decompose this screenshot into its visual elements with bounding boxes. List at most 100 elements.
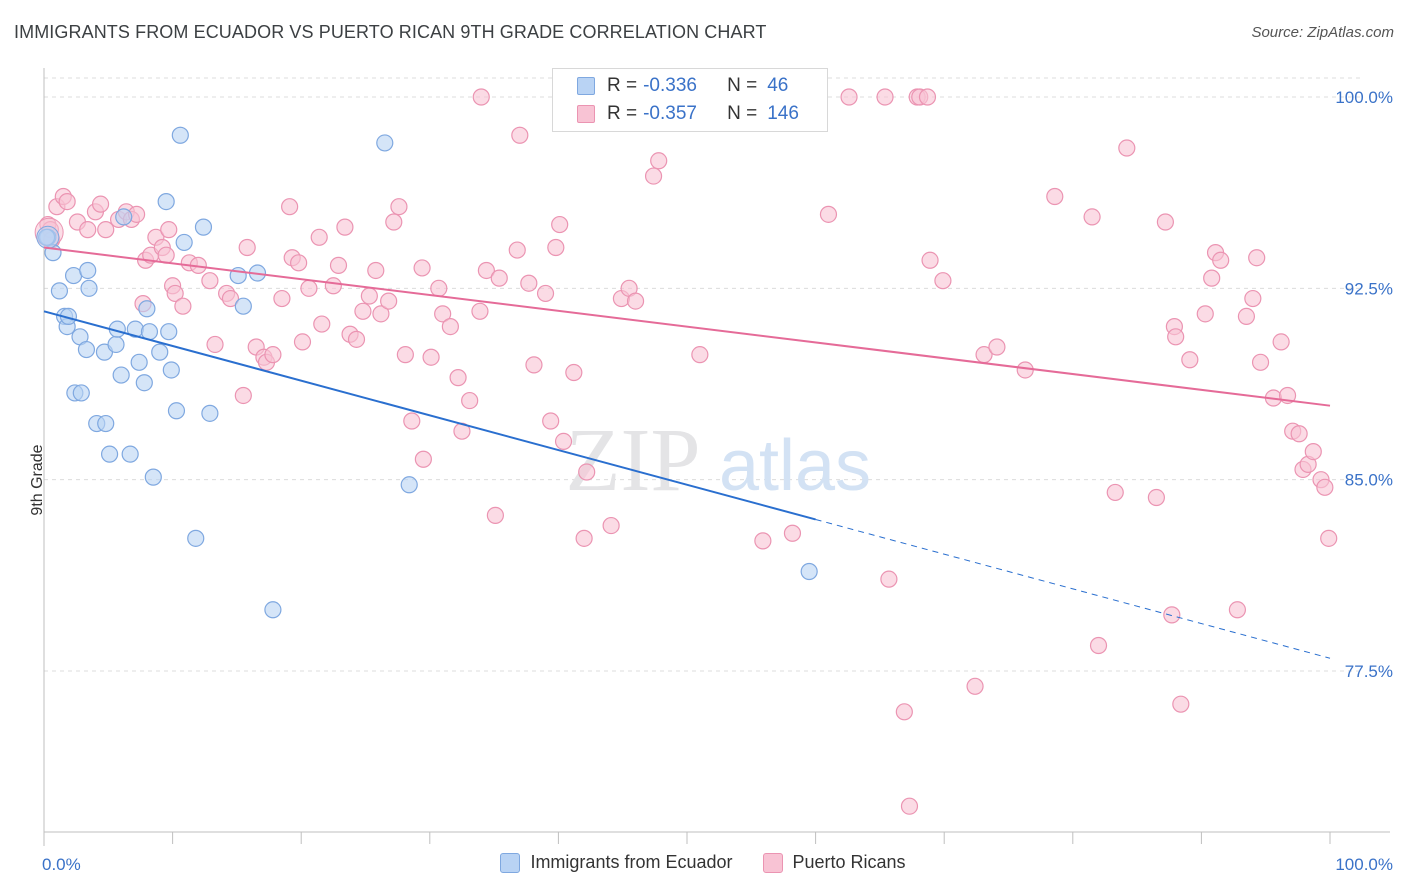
- source-label: Source: ZipAtlas.com: [1251, 24, 1394, 41]
- tick-label-layer: 100.0% 92.5% 85.0% 77.5% 0.0% 100.0%: [42, 88, 1393, 874]
- data-point-puerto-ricans: [461, 391, 479, 410]
- data-point-ecuador: [167, 402, 186, 420]
- data-point-puerto-ricans: [390, 198, 408, 216]
- data-point-ecuador: [800, 562, 818, 581]
- data-point-puerto-ricans: [234, 386, 252, 405]
- data-point-puerto-ricans: [360, 287, 378, 305]
- data-point-puerto-ricans: [578, 463, 596, 481]
- r-label: R =: [607, 103, 638, 124]
- data-point-puerto-ricans: [520, 274, 538, 292]
- data-point-puerto-ricans: [238, 238, 256, 257]
- data-point-ecuador: [138, 300, 156, 318]
- data-point-ecuador: [160, 323, 178, 341]
- y-tick-label: 77.5%: [1345, 662, 1393, 681]
- data-point-puerto-ricans: [372, 305, 390, 323]
- data-point-puerto-ricans: [477, 261, 495, 280]
- data-point-ecuador: [79, 261, 97, 280]
- data-point-ecuador: [100, 445, 119, 463]
- data-point-puerto-ricans: [414, 450, 432, 468]
- data-point-ecuador: [115, 208, 133, 226]
- data-point-puerto-ricans: [1083, 208, 1101, 226]
- legend-swatch-blue: [577, 77, 595, 95]
- data-point-puerto-ricans: [403, 412, 421, 430]
- data-point-puerto-ricans: [1237, 307, 1256, 325]
- data-point-puerto-ricans: [626, 292, 645, 310]
- y-tick-label: 100.0%: [1335, 88, 1393, 107]
- data-point-puerto-ricans: [273, 289, 291, 308]
- data-point-puerto-ricans: [918, 88, 937, 106]
- n-label: N =: [727, 75, 758, 96]
- series-immigrants-from-ecuador: [36, 126, 818, 619]
- data-point-puerto-ricans: [551, 215, 569, 234]
- r-label: R =: [607, 75, 638, 96]
- data-point-puerto-ricans: [644, 167, 663, 185]
- data-point-puerto-ricans: [575, 529, 593, 547]
- data-point-puerto-ricans: [472, 88, 490, 106]
- data-point-ecuador: [130, 353, 148, 371]
- x-tick-label: 100.0%: [1335, 855, 1393, 874]
- data-point-puerto-ricans: [542, 412, 560, 430]
- data-point-puerto-ricans: [490, 269, 508, 287]
- data-point-puerto-ricans: [547, 238, 565, 257]
- data-point-puerto-ricans: [691, 346, 709, 364]
- data-point-puerto-ricans: [554, 432, 573, 450]
- data-point-puerto-ricans: [754, 532, 772, 550]
- data-point-ecuador: [194, 218, 213, 236]
- data-point-puerto-ricans: [354, 302, 372, 320]
- data-point-ecuador: [97, 414, 115, 433]
- data-point-ecuador: [112, 366, 130, 384]
- data-point-ecuador-cluster: [36, 225, 60, 249]
- data-point-puerto-ricans: [1272, 333, 1290, 351]
- legend-item-puerto-ricans[interactable]: Puerto Ricans: [762, 852, 906, 873]
- data-point-puerto-ricans: [157, 246, 175, 264]
- data-point-puerto-ricans: [1203, 269, 1221, 287]
- data-point-ecuador: [376, 134, 394, 152]
- data-point-puerto-ricans: [988, 338, 1006, 356]
- data-point-puerto-ricans: [449, 369, 467, 387]
- data-point-puerto-ricans: [921, 251, 939, 269]
- data-point-puerto-ricans: [329, 256, 348, 274]
- data-point-ecuador: [400, 476, 418, 494]
- data-point-puerto-ricans: [290, 254, 308, 272]
- data-point-ecuador: [77, 340, 96, 359]
- legend-label-puerto-ricans: Puerto Ricans: [792, 852, 906, 872]
- trend-line-puerto-ricans: [43, 246, 1331, 407]
- data-point-puerto-ricans: [900, 797, 919, 815]
- data-point-ecuador: [171, 126, 189, 144]
- data-point-puerto-ricans: [206, 335, 224, 354]
- data-point-puerto-ricans: [166, 284, 184, 303]
- trend-layer: [43, 246, 1331, 659]
- data-point-puerto-ricans: [1251, 353, 1270, 371]
- grid-layer: [44, 77, 1360, 672]
- data-point-ecuador: [144, 468, 162, 486]
- watermark: ZIP atlas: [566, 411, 872, 510]
- watermark-atlas: atlas: [719, 426, 871, 506]
- trend-line-ecuador-extension: [815, 518, 1331, 659]
- data-point-puerto-ricans: [1163, 606, 1181, 624]
- data-point-puerto-ricans: [1016, 361, 1034, 379]
- series-legend: Immigrants from Ecuador Puerto Ricans: [0, 852, 1406, 873]
- axis-layer: [43, 68, 1390, 846]
- data-point-puerto-ricans: [471, 302, 489, 320]
- data-point-ecuador: [234, 297, 252, 315]
- data-point-puerto-ricans: [300, 279, 318, 297]
- data-point-puerto-ricans: [536, 284, 555, 303]
- data-point-puerto-ricans: [396, 346, 414, 364]
- data-point-puerto-ricans: [1118, 139, 1136, 157]
- data-point-puerto-ricans: [1046, 187, 1064, 206]
- data-point-puerto-ricans: [313, 315, 331, 333]
- data-point-puerto-ricans: [880, 570, 898, 588]
- data-point-puerto-ricans: [430, 279, 448, 297]
- r-value-puerto-ricans: -0.357: [643, 103, 697, 124]
- data-point-puerto-ricans: [324, 277, 342, 295]
- data-point-puerto-ricans: [511, 126, 529, 144]
- data-point-puerto-ricans: [1290, 425, 1308, 443]
- data-point-puerto-ricans: [1320, 529, 1338, 547]
- data-point-puerto-ricans: [819, 205, 838, 223]
- data-point-puerto-ricans: [422, 348, 440, 366]
- legend-swatch-pink: [762, 852, 783, 873]
- data-point-ecuador: [187, 529, 205, 547]
- legend-item-ecuador[interactable]: Immigrants from Ecuador: [500, 852, 733, 873]
- watermark-zip: ZIP: [566, 411, 701, 510]
